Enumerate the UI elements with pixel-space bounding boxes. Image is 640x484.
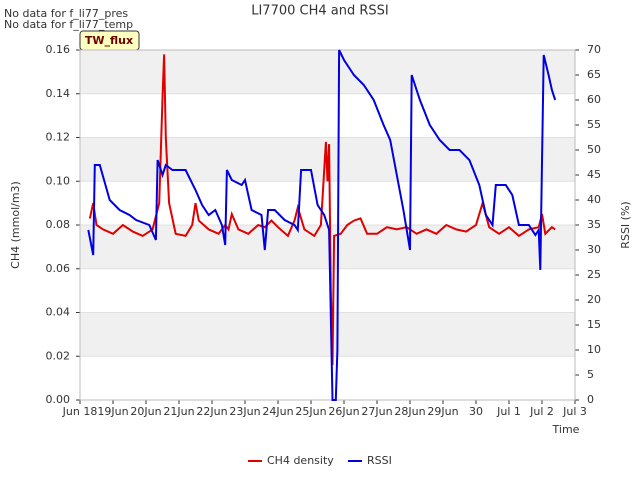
y-tick-label: 0.04 [46, 306, 71, 319]
y-tick-label: 0.00 [46, 393, 71, 406]
x-tick-label: 27Jun [361, 405, 392, 418]
x-tick-label: 29Jun [427, 405, 458, 418]
y2-axis-label: RSSI (%) [619, 201, 632, 248]
annotation: No data for f_li77_temp [4, 18, 133, 31]
y2-tick-label: 10 [587, 343, 601, 356]
y-tick-label: 0.10 [46, 174, 71, 187]
data-line [87, 49, 557, 401]
grid-band [80, 50, 575, 94]
x-tick-label: 20Jun [130, 405, 161, 418]
data-line [88, 54, 556, 366]
y2-tick-label: 60 [587, 93, 601, 106]
x-tick-label: 23Jun [229, 405, 260, 418]
badge: TW_flux [85, 34, 133, 47]
y2-tick-label: 45 [587, 168, 601, 181]
grid-band [80, 312, 575, 357]
y-tick-label: 0.02 [46, 349, 71, 362]
x-tick-label: 30 [469, 405, 483, 418]
x-tick-label: 26Jun [328, 405, 359, 418]
y2-tick-label: 30 [587, 243, 601, 256]
y2-tick-label: 15 [587, 318, 601, 331]
x-axis-label: Time [552, 423, 580, 436]
x-tick-label: Jul 1 [496, 405, 521, 418]
y-tick-label: 0.16 [46, 43, 71, 56]
y2-tick-label: 65 [587, 68, 601, 81]
legend-label: CH4 density [267, 454, 334, 467]
y2-tick-label: 5 [587, 368, 594, 381]
y2-tick-label: 55 [587, 118, 601, 131]
y2-tick-label: 70 [587, 43, 601, 56]
y-axis-label: CH4 (mmol/m3) [9, 181, 22, 269]
y2-tick-label: 35 [587, 218, 601, 231]
y-tick-label: 0.06 [46, 262, 71, 275]
chart-title: LI7700 CH4 and RSSI [251, 4, 389, 19]
x-tick-label: 19Jun [97, 405, 128, 418]
x-tick-label: 21Jun [163, 405, 194, 418]
x-tick-label: 22Jun [196, 405, 227, 418]
y-tick-label: 0.14 [46, 87, 71, 100]
x-tick-label: 28Jun [394, 405, 425, 418]
legend-label: RSSI [367, 454, 392, 467]
plot-frame [79, 49, 576, 401]
x-tick-label: 25Jun [295, 405, 326, 418]
y2-tick-label: 0 [587, 393, 594, 406]
y2-tick-label: 40 [587, 193, 601, 206]
y-tick-label: 0.08 [46, 218, 71, 231]
x-tick-label: Jun 18 [62, 405, 98, 418]
y2-tick-label: 50 [587, 143, 601, 156]
x-tick-label: Jul 3 [562, 405, 587, 418]
y-tick-label: 0.12 [46, 131, 71, 144]
annotation: No data for f_li77_pres [4, 7, 128, 20]
y2-tick-label: 20 [587, 293, 601, 306]
grid-band [80, 225, 575, 269]
y2-tick-label: 25 [587, 268, 601, 281]
x-tick-label: Jul 2 [529, 405, 554, 418]
x-tick-label: 24Jun [262, 405, 293, 418]
